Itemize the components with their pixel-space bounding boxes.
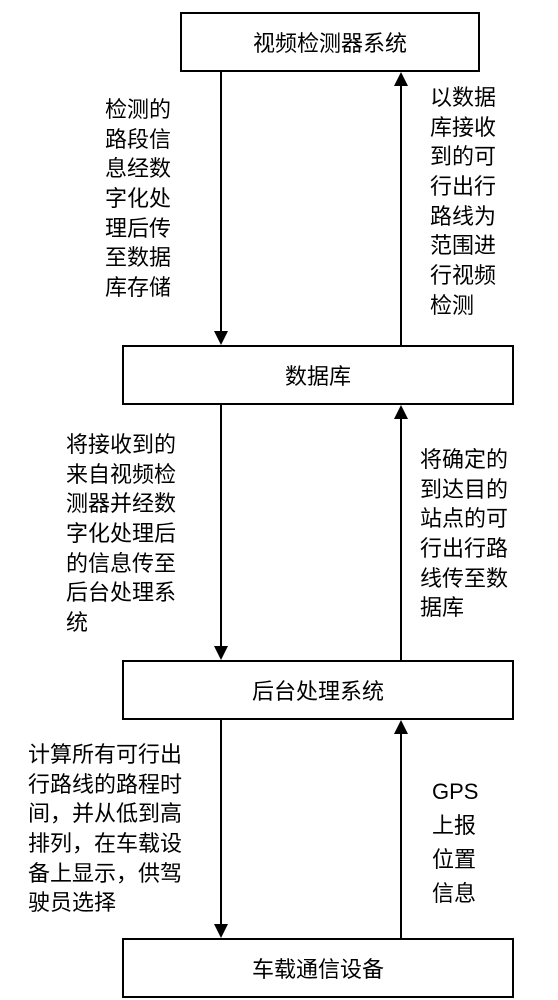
edge-label-l1: 检测的 路段信 息经数 字化处 理后传 至数据 库存储 [105, 95, 171, 303]
arrow-head [214, 331, 228, 345]
edge-line [220, 720, 222, 924]
edge-label-l6: GPS 上报 位置 信息 [432, 775, 478, 911]
arrow-head [214, 924, 228, 938]
arrow-head [394, 72, 408, 86]
arrow-head [394, 405, 408, 419]
edge-line [400, 86, 402, 345]
edge-label-l4: 将确定的 到达目的 站点的可 行出行路 线传至数 据库 [420, 445, 508, 623]
edge-line [220, 72, 222, 331]
edge-label-l5: 计算所有可行出 行路线的路程时 间，并从低到高 排列，在车载设 备上显示，供驾 … [28, 740, 182, 918]
node-label: 后台处理系统 [252, 674, 384, 706]
node-b2: 数据库 [122, 345, 514, 405]
node-b4: 车载通信设备 [122, 938, 514, 998]
node-label: 车载通信设备 [252, 952, 384, 984]
node-b1: 视频检测器系统 [180, 12, 480, 72]
arrow-head [394, 720, 408, 734]
flowchart-canvas: 视频检测器系统数据库后台处理系统车载通信设备 检测的 路段信 息经数 字化处 理后… [0, 0, 558, 1000]
edge-label-l2: 以数据 库接收 到的可 行出行 路线为 范围进 行视频 检测 [430, 83, 496, 321]
edge-label-l3: 将接收到的 来自视频检 测器并经数 字化处理后 的信息传至 后台处理系 统 [66, 430, 176, 638]
node-b3: 后台处理系统 [122, 660, 514, 720]
edge-line [220, 405, 222, 646]
edge-line [400, 419, 402, 660]
node-label: 视频检测器系统 [253, 26, 407, 58]
arrow-head [214, 646, 228, 660]
edge-line [400, 734, 402, 938]
node-label: 数据库 [285, 359, 351, 391]
